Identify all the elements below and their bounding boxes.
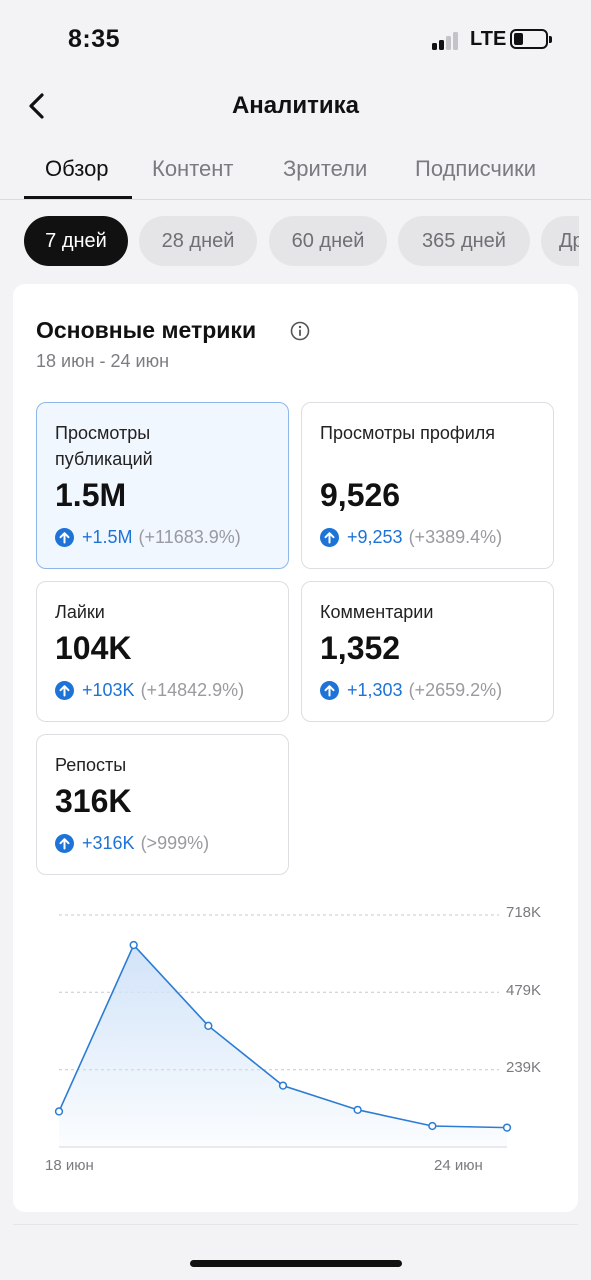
metric-change-value: +9,253 (347, 527, 403, 547)
network-type: LTE (470, 28, 507, 50)
metric-likes[interactable]: Лайки 104K +103K (+14842.9%) (36, 581, 289, 722)
home-indicator (190, 1260, 402, 1267)
series-area (59, 945, 507, 1147)
divider (13, 1224, 578, 1225)
metric-value: 9,526 (320, 477, 401, 513)
range-chip-other[interactable]: Др (541, 216, 579, 266)
metric-change-value: +316K (82, 833, 135, 853)
metric-change-percent: (+3389.4%) (408, 527, 503, 547)
metric-comments[interactable]: Комментарии 1,352 +1,303 (+2659.2%) (301, 581, 554, 722)
data-point[interactable] (278, 1081, 288, 1090)
x-tick-label-end: 24 июн (434, 1157, 483, 1174)
active-tab-indicator (24, 196, 132, 199)
arrow-up-icon (320, 681, 339, 700)
key-metrics-card: Основные метрики 18 июн - 24 июн Просмот… (13, 284, 578, 1212)
arrow-up-icon (55, 834, 74, 853)
tab-bar: Обзор Контент Зрители Подписчики (0, 140, 591, 200)
metric-change-value: +1,303 (347, 680, 403, 700)
nav-bar: Аналитика (0, 80, 591, 136)
range-chip-28-days[interactable]: 28 дней (139, 216, 257, 266)
data-point[interactable] (502, 1123, 512, 1132)
y-tick-label: 479K (506, 982, 542, 999)
metric-value: 104K (55, 630, 132, 666)
area-chart (54, 914, 512, 1148)
range-selector: 7 дней 28 дней 60 дней 365 дней Др (0, 216, 579, 268)
info-icon[interactable] (290, 321, 310, 341)
range-chip-365-days[interactable]: 365 дней (398, 216, 530, 266)
chevron-left-icon (29, 93, 44, 119)
metric-reposts[interactable]: Репосты 316K +316K (>999%) (36, 734, 289, 875)
metric-change: +316K (>999%) (55, 833, 209, 854)
metric-change: +9,253 (+3389.4%) (320, 527, 502, 548)
metric-change-value: +1.5M (82, 527, 133, 547)
metric-profile-views[interactable]: Просмотры профиля 9,526 +9,253 (+3389.4%… (301, 402, 554, 569)
arrow-up-icon (320, 528, 339, 547)
status-bar: 8:35 LTE (0, 0, 591, 80)
data-point[interactable] (54, 1107, 64, 1116)
metric-label: Просмотры профиля (320, 423, 496, 443)
card-title: Основные метрики (36, 317, 257, 343)
metric-change-percent: (+14842.9%) (140, 680, 245, 700)
x-tick-label-start: 18 июн (45, 1157, 94, 1174)
cellular-signal-icon (432, 30, 464, 50)
data-point[interactable] (204, 1021, 213, 1030)
metric-value: 1,352 (320, 630, 401, 666)
metric-change-percent: (>999%) (140, 833, 210, 853)
metric-label: Репосты (55, 755, 127, 775)
metric-change: +1.5M (+11683.9%) (55, 527, 241, 548)
page-title: Аналитика (231, 92, 360, 119)
metric-change: +1,303 (+2659.2%) (320, 680, 502, 701)
arrow-up-icon (55, 528, 74, 547)
data-point[interactable] (129, 940, 138, 950)
battery-icon (510, 29, 552, 49)
y-tick-label: 718K (506, 904, 542, 921)
range-chip-7-days[interactable]: 7 дней (24, 216, 128, 266)
y-tick-label: 239K (506, 1059, 542, 1076)
metric-chart: 718K 479K 239K 18 июн 24 июн (31, 896, 571, 1196)
arrow-up-icon (55, 681, 74, 700)
tab-overview[interactable]: Обзор (45, 156, 109, 181)
back-button[interactable] (18, 88, 54, 124)
status-time: 8:35 (68, 25, 121, 53)
metric-label: Комментарии (320, 602, 434, 622)
data-point[interactable] (353, 1105, 362, 1114)
tab-content[interactable]: Контент (152, 156, 234, 181)
tab-followers[interactable]: Подписчики (415, 156, 537, 181)
range-chip-60-days[interactable]: 60 дней (269, 216, 387, 266)
metric-change: +103K (+14842.9%) (55, 680, 244, 701)
metric-label: Просмотры публикаций (55, 423, 153, 469)
metric-label: Лайки (55, 602, 105, 622)
metric-change-percent: (+2659.2%) (408, 680, 503, 700)
data-point[interactable] (428, 1121, 437, 1131)
metric-post-views[interactable]: Просмотры публикаций 1.5M +1.5M (+11683.… (36, 402, 289, 569)
metric-value: 1.5M (55, 477, 127, 513)
date-range: 18 июн - 24 июн (36, 351, 170, 371)
metric-change-percent: (+11683.9%) (138, 527, 241, 547)
tab-viewers[interactable]: Зрители (283, 156, 368, 181)
metric-change-value: +103K (82, 680, 135, 700)
metric-value: 316K (55, 783, 132, 819)
